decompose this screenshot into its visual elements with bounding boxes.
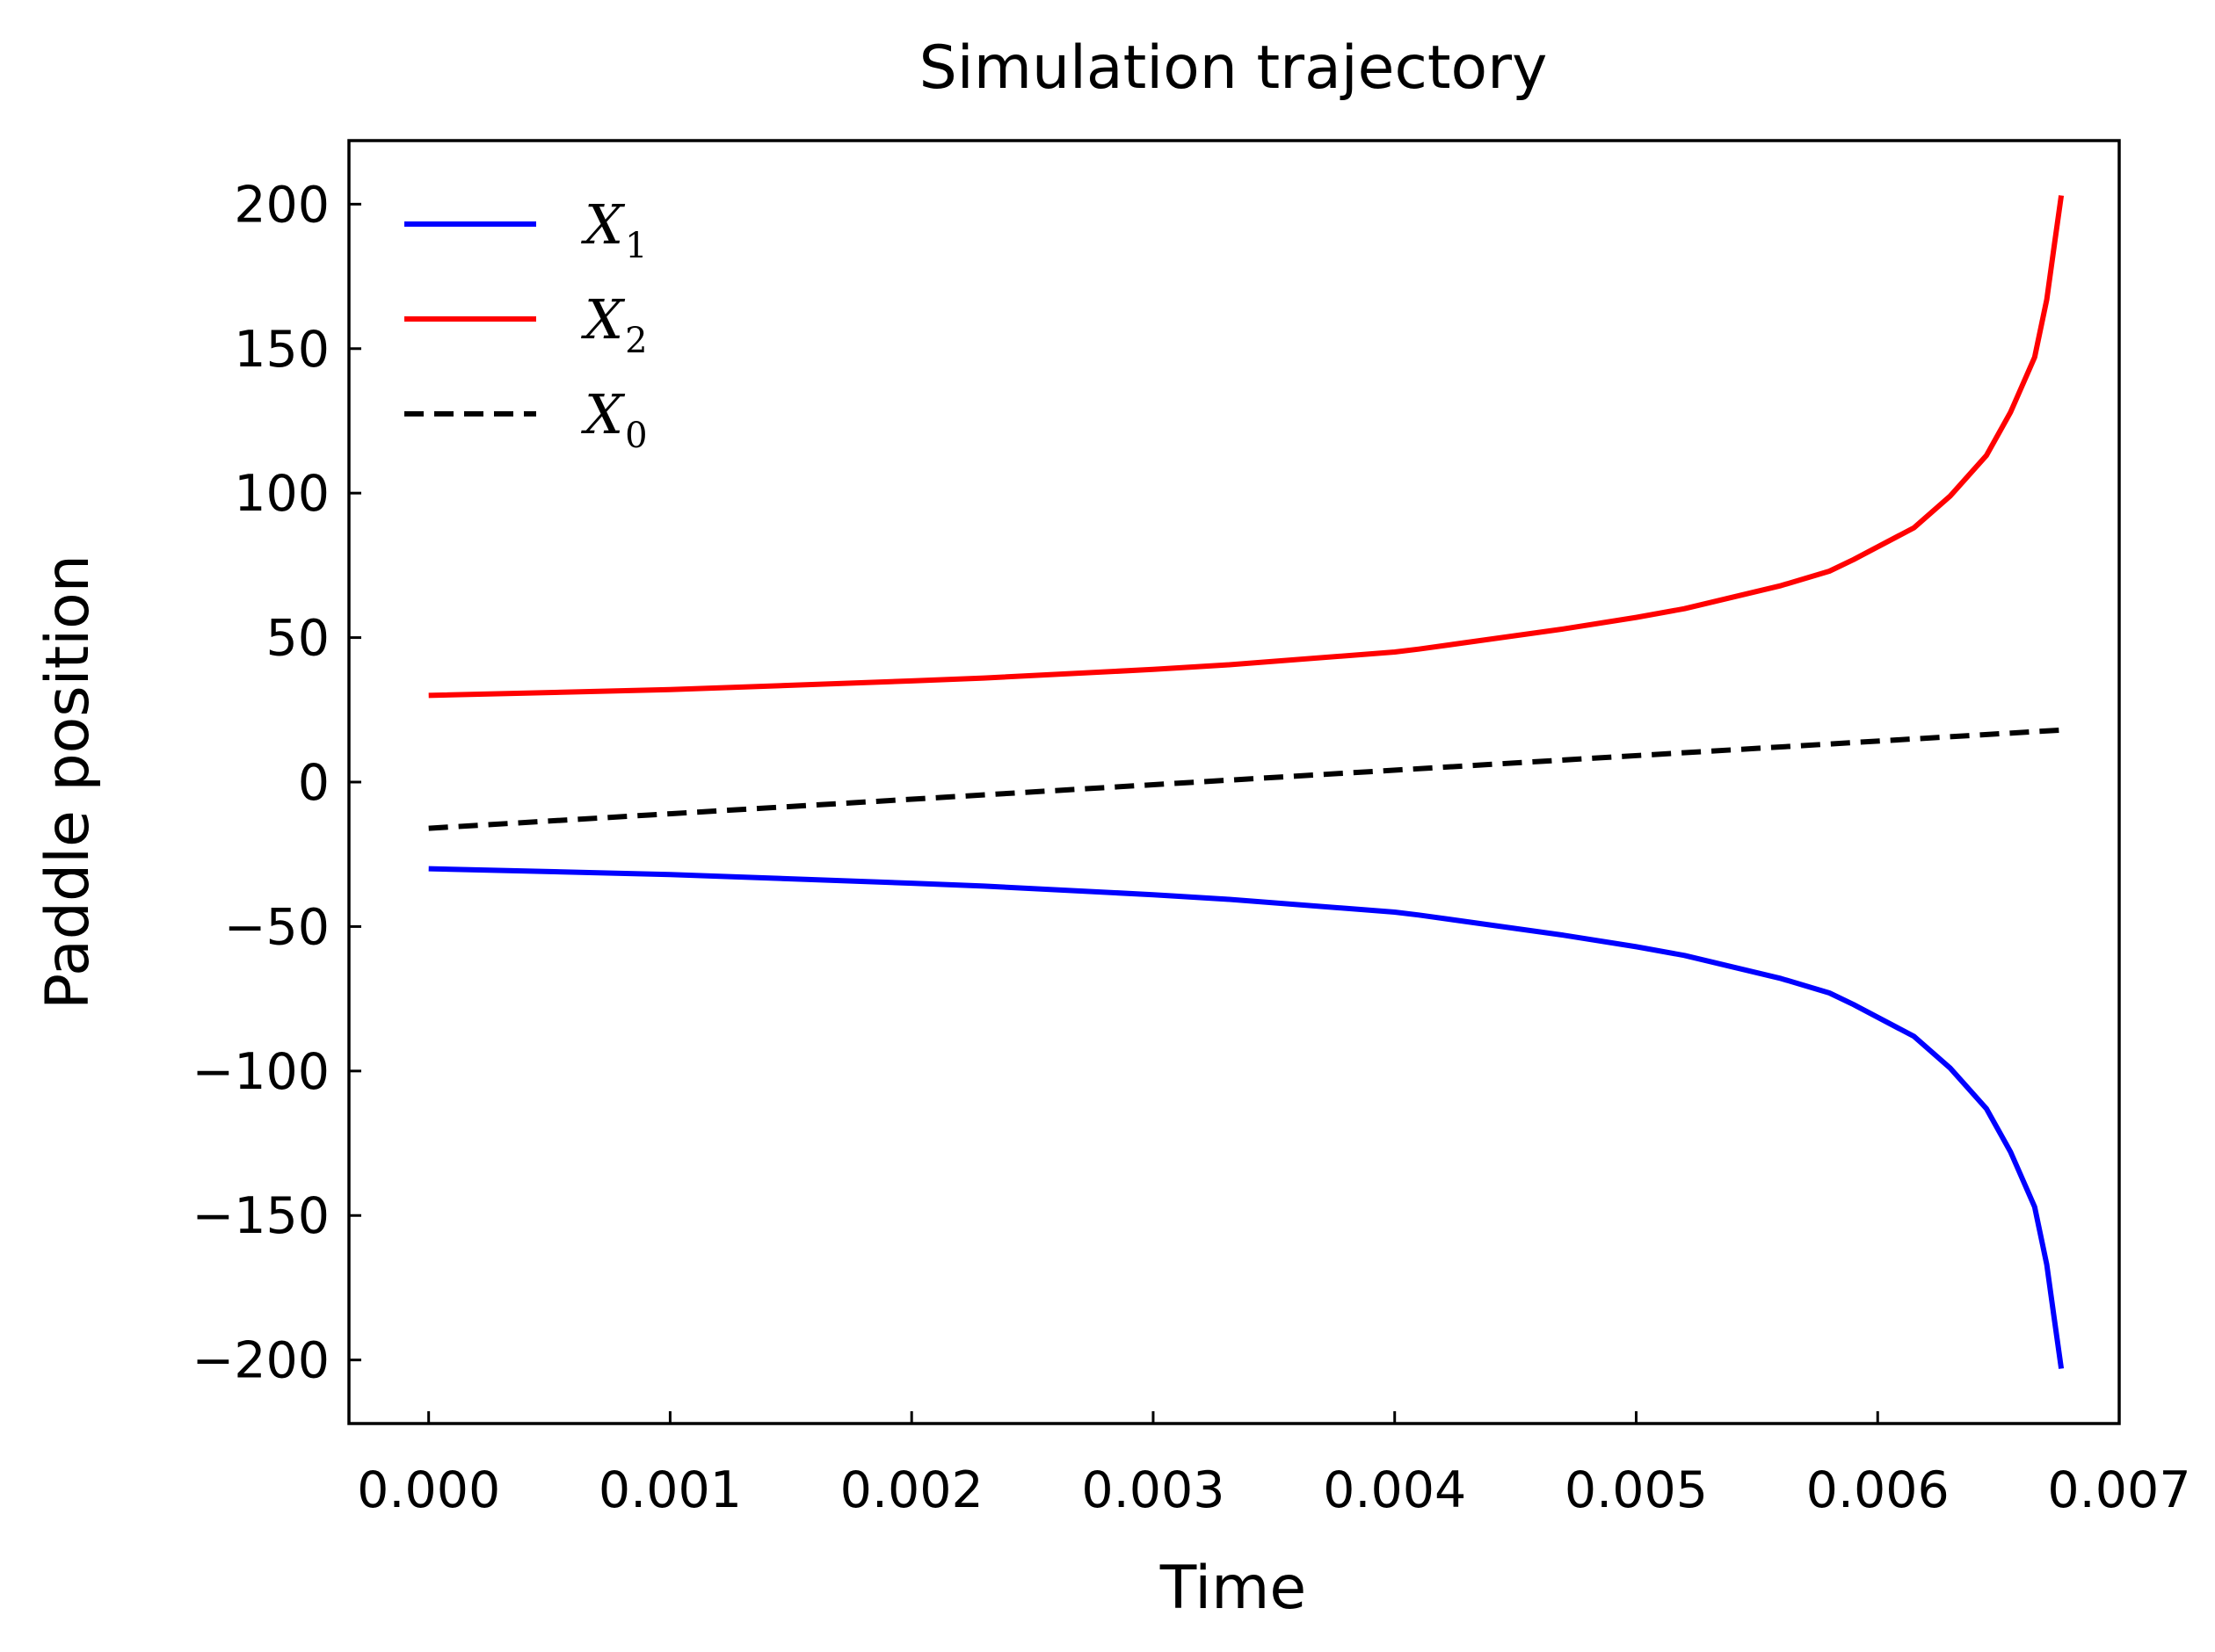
y-tick-label: 150: [234, 321, 330, 379]
y-tick-label: 50: [265, 610, 330, 668]
series-line-x2: [428, 195, 2065, 699]
legend-label-main: X: [581, 382, 626, 446]
x-axis-label: Time: [1159, 1554, 1306, 1623]
x-tick-label: 0.006: [1806, 1461, 1950, 1519]
x-tick-label: 0.002: [840, 1461, 984, 1519]
legend-label-subscript: 2: [625, 321, 647, 361]
legend-label: X2: [581, 287, 648, 361]
series-layer: [428, 195, 2065, 1369]
x-tick-label: 0.004: [1323, 1461, 1466, 1519]
legend-label: X1: [581, 192, 648, 266]
y-tick-label: −200: [192, 1332, 330, 1390]
x-tick-label: 0.000: [357, 1461, 500, 1519]
legend-label-main: X: [581, 192, 626, 257]
x-tick-label: 0.007: [2047, 1461, 2190, 1519]
y-tick-label: −100: [192, 1043, 330, 1101]
x-tick-label: 0.001: [599, 1461, 742, 1519]
y-axis-label: Paddle position: [33, 554, 103, 1010]
y-tick-label: 100: [234, 465, 330, 523]
x-tick-layer: 0.000 0.001 0.002 0.003 0.004 0.005 0.006 0.007: [357, 1411, 2191, 1519]
legend-label-subscript: 1: [625, 226, 647, 266]
x-tick-label: 0.005: [1565, 1461, 1708, 1519]
y-tick-label: −150: [192, 1187, 330, 1245]
series-line-x0: [428, 727, 2062, 831]
legend-label: X0: [581, 382, 648, 456]
y-tick-label: 0: [298, 754, 330, 812]
legend-label-subscript: 0: [625, 416, 647, 456]
chart-title: Simulation trajectory: [919, 33, 1548, 103]
x-tick-label: 0.003: [1081, 1461, 1224, 1519]
legend-label-main: X: [581, 287, 626, 351]
series-line-x1: [428, 866, 2065, 1369]
y-tick-label: 200: [234, 176, 330, 234]
y-tick-label: −50: [224, 898, 330, 956]
y-tick-layer: −200 −150 −100 −50 0 50 100 150 200: [192, 176, 361, 1390]
